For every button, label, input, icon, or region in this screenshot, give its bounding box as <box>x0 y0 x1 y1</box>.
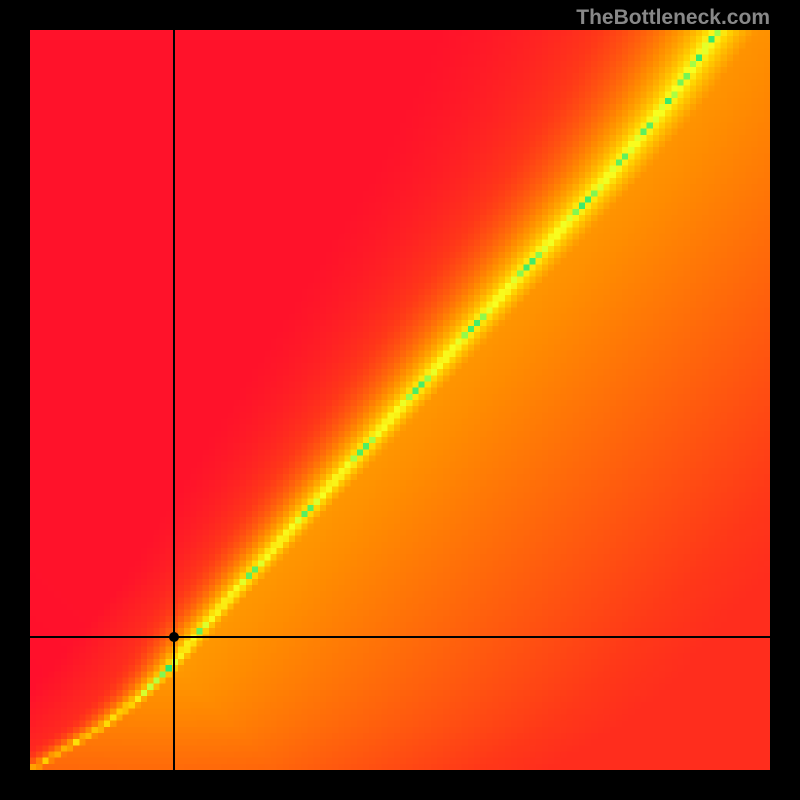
heatmap-plot-area <box>30 30 770 770</box>
heatmap-canvas <box>30 30 770 770</box>
crosshair-marker <box>169 632 179 642</box>
crosshair-horizontal <box>30 636 770 638</box>
watermark-text: TheBottleneck.com <box>576 6 770 30</box>
crosshair-vertical <box>173 30 175 770</box>
